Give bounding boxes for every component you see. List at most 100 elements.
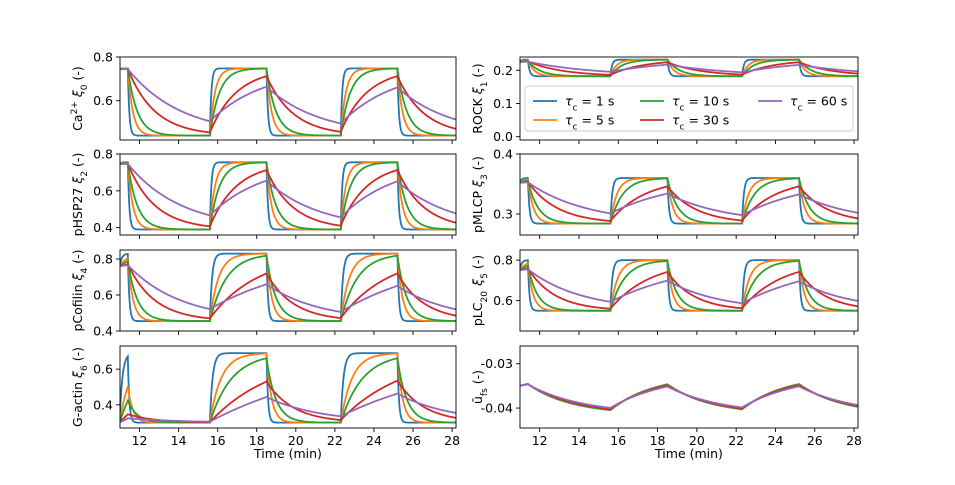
y-axis-label: ūfs (-) <box>470 370 490 404</box>
x-tick-label: 16 <box>210 433 226 448</box>
x-tick-label: 14 <box>571 433 587 448</box>
series-line-tau-60 <box>120 264 456 313</box>
series-line-tau-1 <box>120 352 456 424</box>
series-group <box>520 383 858 412</box>
x-tick-label: 22 <box>327 433 343 448</box>
y-axis-label: pMLCP ξ3 (-) <box>470 156 490 233</box>
x-tick-label: 18 <box>650 433 666 448</box>
x-axis-label: Time (min) <box>253 446 322 461</box>
series-line-tau-60 <box>120 68 456 125</box>
panel-gact: 0.4 0.6 12 14 16 18 20 22 24 26 28 Time (min) G-acti… <box>70 345 460 461</box>
axes-frame <box>119 345 457 429</box>
series-group <box>520 58 858 78</box>
x-tick-label: 16 <box>610 433 626 448</box>
x-tick-label: 24 <box>768 433 784 448</box>
legend-label: τc = 1 s <box>565 94 614 114</box>
y-tick-label: 0.6 <box>93 362 113 377</box>
y-tick-label: 0.4 <box>93 324 113 339</box>
series-line-tau-10 <box>520 383 858 411</box>
y-axis-label: pLC20 ξ5 (-) <box>470 255 490 326</box>
series-line-tau-60 <box>120 392 456 424</box>
series-line-tau-10 <box>120 254 456 322</box>
series-line-tau-1 <box>520 177 858 225</box>
series-line-tau-30 <box>120 263 456 320</box>
axes-frame <box>519 56 859 141</box>
legend-label: τc = 30 s <box>672 113 729 133</box>
y-tick-label: 0.8 <box>493 253 513 268</box>
series-group <box>120 161 456 231</box>
axes-frame <box>119 56 457 141</box>
x-tick-label: 24 <box>366 433 382 448</box>
series-line-tau-60 <box>520 181 858 217</box>
series-line-tau-60 <box>520 268 858 305</box>
y-tick-label: 0.6 <box>493 293 513 308</box>
y-tick-label: 0.0 <box>493 129 513 144</box>
x-axis-label: Time (min) <box>654 446 723 461</box>
series-line-tau-30 <box>520 60 858 76</box>
series-line-tau-10 <box>520 177 858 225</box>
x-tick-label: 20 <box>689 433 705 448</box>
series-line-tau-30 <box>520 267 858 310</box>
y-axis-label: pHSP27 ξ2 (-) <box>70 153 90 237</box>
y-tick-label: 0.6 <box>93 288 113 303</box>
x-tick-label: 12 <box>132 433 148 448</box>
series-line-tau-10 <box>120 161 456 231</box>
x-tick-label: 14 <box>171 433 187 448</box>
y-tick-label: -0.04 <box>481 401 513 416</box>
series-line-tau-10 <box>520 259 858 312</box>
series-line-tau-10 <box>120 67 456 137</box>
legend-label: τc = 10 s <box>672 94 729 114</box>
series-group <box>520 177 858 225</box>
series-line-tau-60 <box>520 383 858 409</box>
series-group <box>520 259 858 312</box>
y-tick-label: 0.4 <box>493 147 513 162</box>
series-line-tau-60 <box>120 162 456 219</box>
x-tick-label: 26 <box>807 433 823 448</box>
series-line-tau-5 <box>120 352 456 424</box>
series-line-tau-60 <box>520 60 858 74</box>
y-tick-label: -0.03 <box>481 356 513 371</box>
y-tick-label: 0.6 <box>93 93 113 108</box>
y-axis-label: ROCK ξ1 (-) <box>470 63 490 133</box>
x-tick-label: 28 <box>444 433 460 448</box>
x-tick-label: 22 <box>728 433 744 448</box>
y-tick-label: 0.2 <box>493 63 513 78</box>
y-tick-label: 0.8 <box>93 50 113 65</box>
series-line-tau-30 <box>520 180 858 222</box>
legend: τc = 1 sτc = 5 s τc = 10 sτc = 30 s τc = 6… <box>524 85 854 133</box>
y-axis-label: pCofilin ξ4 (-) <box>70 250 90 332</box>
legend-label: τc = 5 s <box>565 113 614 133</box>
y-tick-label: 0.3 <box>493 207 513 222</box>
axes-frame <box>519 153 859 236</box>
series-group <box>120 352 456 424</box>
y-tick-label: 0.1 <box>493 96 513 111</box>
legend-label: τc = 60 s <box>790 94 847 114</box>
series-group <box>120 67 456 137</box>
x-tick-label: 26 <box>405 433 421 448</box>
y-tick-label: 0.4 <box>93 397 113 412</box>
series-line-tau-30 <box>120 67 456 134</box>
y-tick-label: 0.8 <box>93 252 113 267</box>
axes-frame <box>519 345 859 429</box>
y-axis-label: Ca2+ ξ0 (-) <box>70 66 90 131</box>
series-line-tau-5 <box>520 177 858 225</box>
y-tick-label: 0.4 <box>93 220 113 235</box>
axes-frame <box>519 249 859 332</box>
series-group <box>120 252 456 322</box>
panel-ufs: -0.03 -0.04 12 14 16 18 20 22 24 26 28 Time (min) ūf… <box>470 345 862 461</box>
x-tick-label: 20 <box>288 433 304 448</box>
series-line-tau-30 <box>120 162 456 228</box>
axes-frame <box>119 249 457 332</box>
y-tick-label: 0.8 <box>93 147 113 162</box>
x-tick-label: 12 <box>532 433 548 448</box>
axes-frame <box>119 153 457 236</box>
legend-box <box>524 85 854 132</box>
series-line-tau-10 <box>120 357 456 424</box>
y-tick-label: 0.6 <box>93 183 113 198</box>
